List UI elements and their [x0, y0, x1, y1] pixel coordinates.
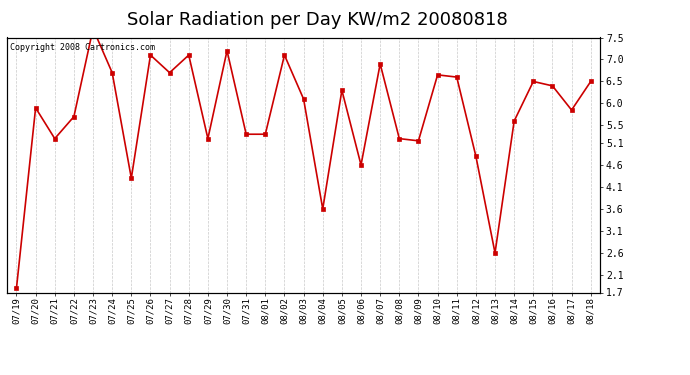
- Text: Copyright 2008 Cartronics.com: Copyright 2008 Cartronics.com: [10, 43, 155, 52]
- Text: Solar Radiation per Day KW/m2 20080818: Solar Radiation per Day KW/m2 20080818: [127, 11, 508, 29]
